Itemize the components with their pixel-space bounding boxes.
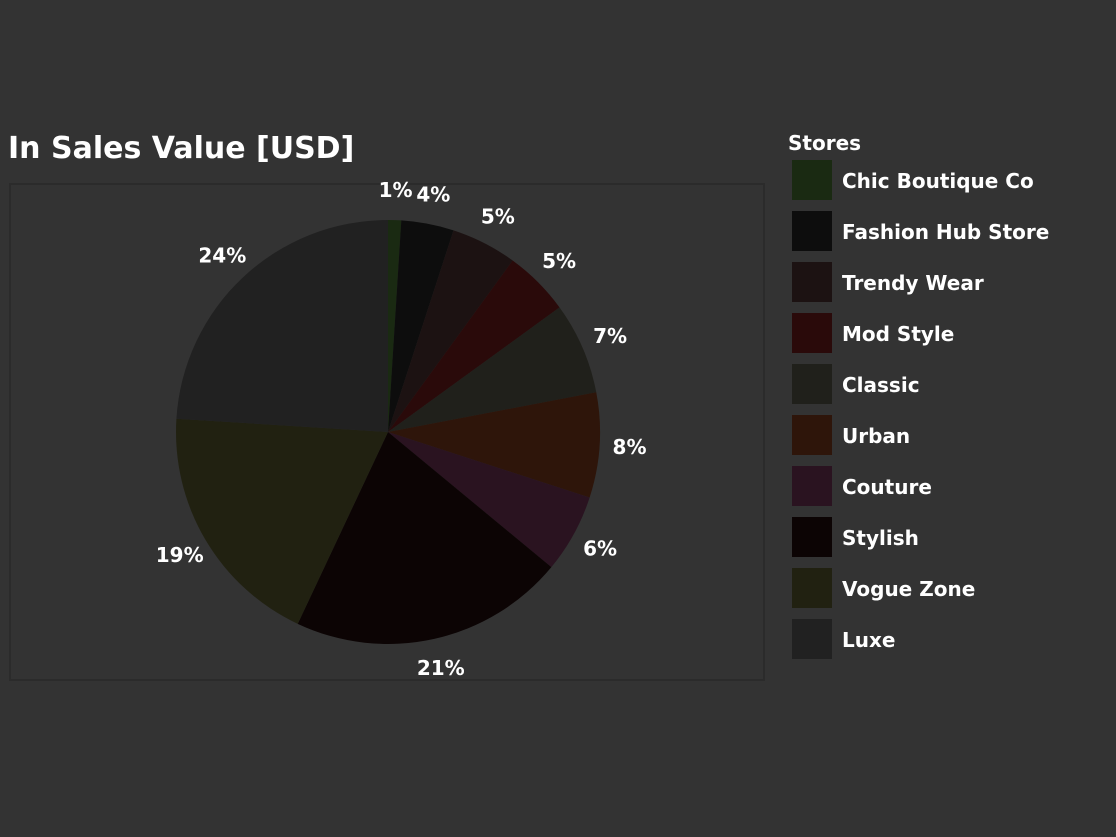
legend-swatch xyxy=(792,415,832,455)
legend-item-label: Urban xyxy=(842,424,910,448)
pie-slice xyxy=(176,418,388,624)
legend-item-label: Trendy Wear xyxy=(842,271,984,295)
legend-item-label: Stylish xyxy=(842,526,919,550)
slice-label: 21% xyxy=(417,656,465,680)
legend-item-label: Couture xyxy=(842,475,932,499)
pie-slice xyxy=(388,220,454,432)
legend-item-label: Fashion Hub Store xyxy=(842,220,1049,244)
slice-label: 6% xyxy=(583,537,617,561)
slice-label: 5% xyxy=(542,249,576,273)
slice-label: 24% xyxy=(198,244,246,268)
legend-swatch xyxy=(792,262,832,302)
pie-slice xyxy=(388,392,600,498)
slice-labels: 1% 4% 5% 5% 7% 8% 6% 21% 19% 24% xyxy=(156,178,647,680)
slice-label: 19% xyxy=(156,543,204,567)
legend-swatch xyxy=(792,619,832,659)
slice-label: 1% xyxy=(379,178,413,202)
legend: Stores Chic Boutique Co Fashion Hub Store… xyxy=(788,131,1049,659)
slice-label: 4% xyxy=(416,182,450,206)
plot-frame xyxy=(9,183,765,681)
pie-slice xyxy=(297,432,552,645)
pie-slice xyxy=(388,260,560,432)
legend-item-label: Chic Boutique Co xyxy=(842,169,1034,193)
pie-slices xyxy=(176,220,600,645)
legend-swatch xyxy=(792,160,832,200)
legend-swatch xyxy=(792,517,832,557)
legend-item-label: Classic xyxy=(842,373,920,397)
legend-swatch xyxy=(792,568,832,608)
slice-label: 5% xyxy=(481,204,515,228)
legend-swatch xyxy=(792,364,832,404)
legend-item-label: Mod Style xyxy=(842,322,954,346)
pie-slice xyxy=(388,432,590,568)
pie-slice xyxy=(388,220,402,432)
legend-swatch xyxy=(792,211,832,251)
pie-slice xyxy=(176,220,388,432)
legend-swatch xyxy=(792,466,832,506)
legend-swatch xyxy=(792,313,832,353)
legend-item-label: Luxe xyxy=(842,628,895,652)
legend-title: Stores xyxy=(788,131,861,155)
chart-title: In Sales Value [USD] xyxy=(8,131,354,166)
slice-label: 7% xyxy=(593,324,627,348)
legend-item-label: Vogue Zone xyxy=(842,577,975,601)
slice-label: 8% xyxy=(613,435,647,459)
pie-slice xyxy=(388,230,513,432)
pie-slice xyxy=(388,307,597,432)
